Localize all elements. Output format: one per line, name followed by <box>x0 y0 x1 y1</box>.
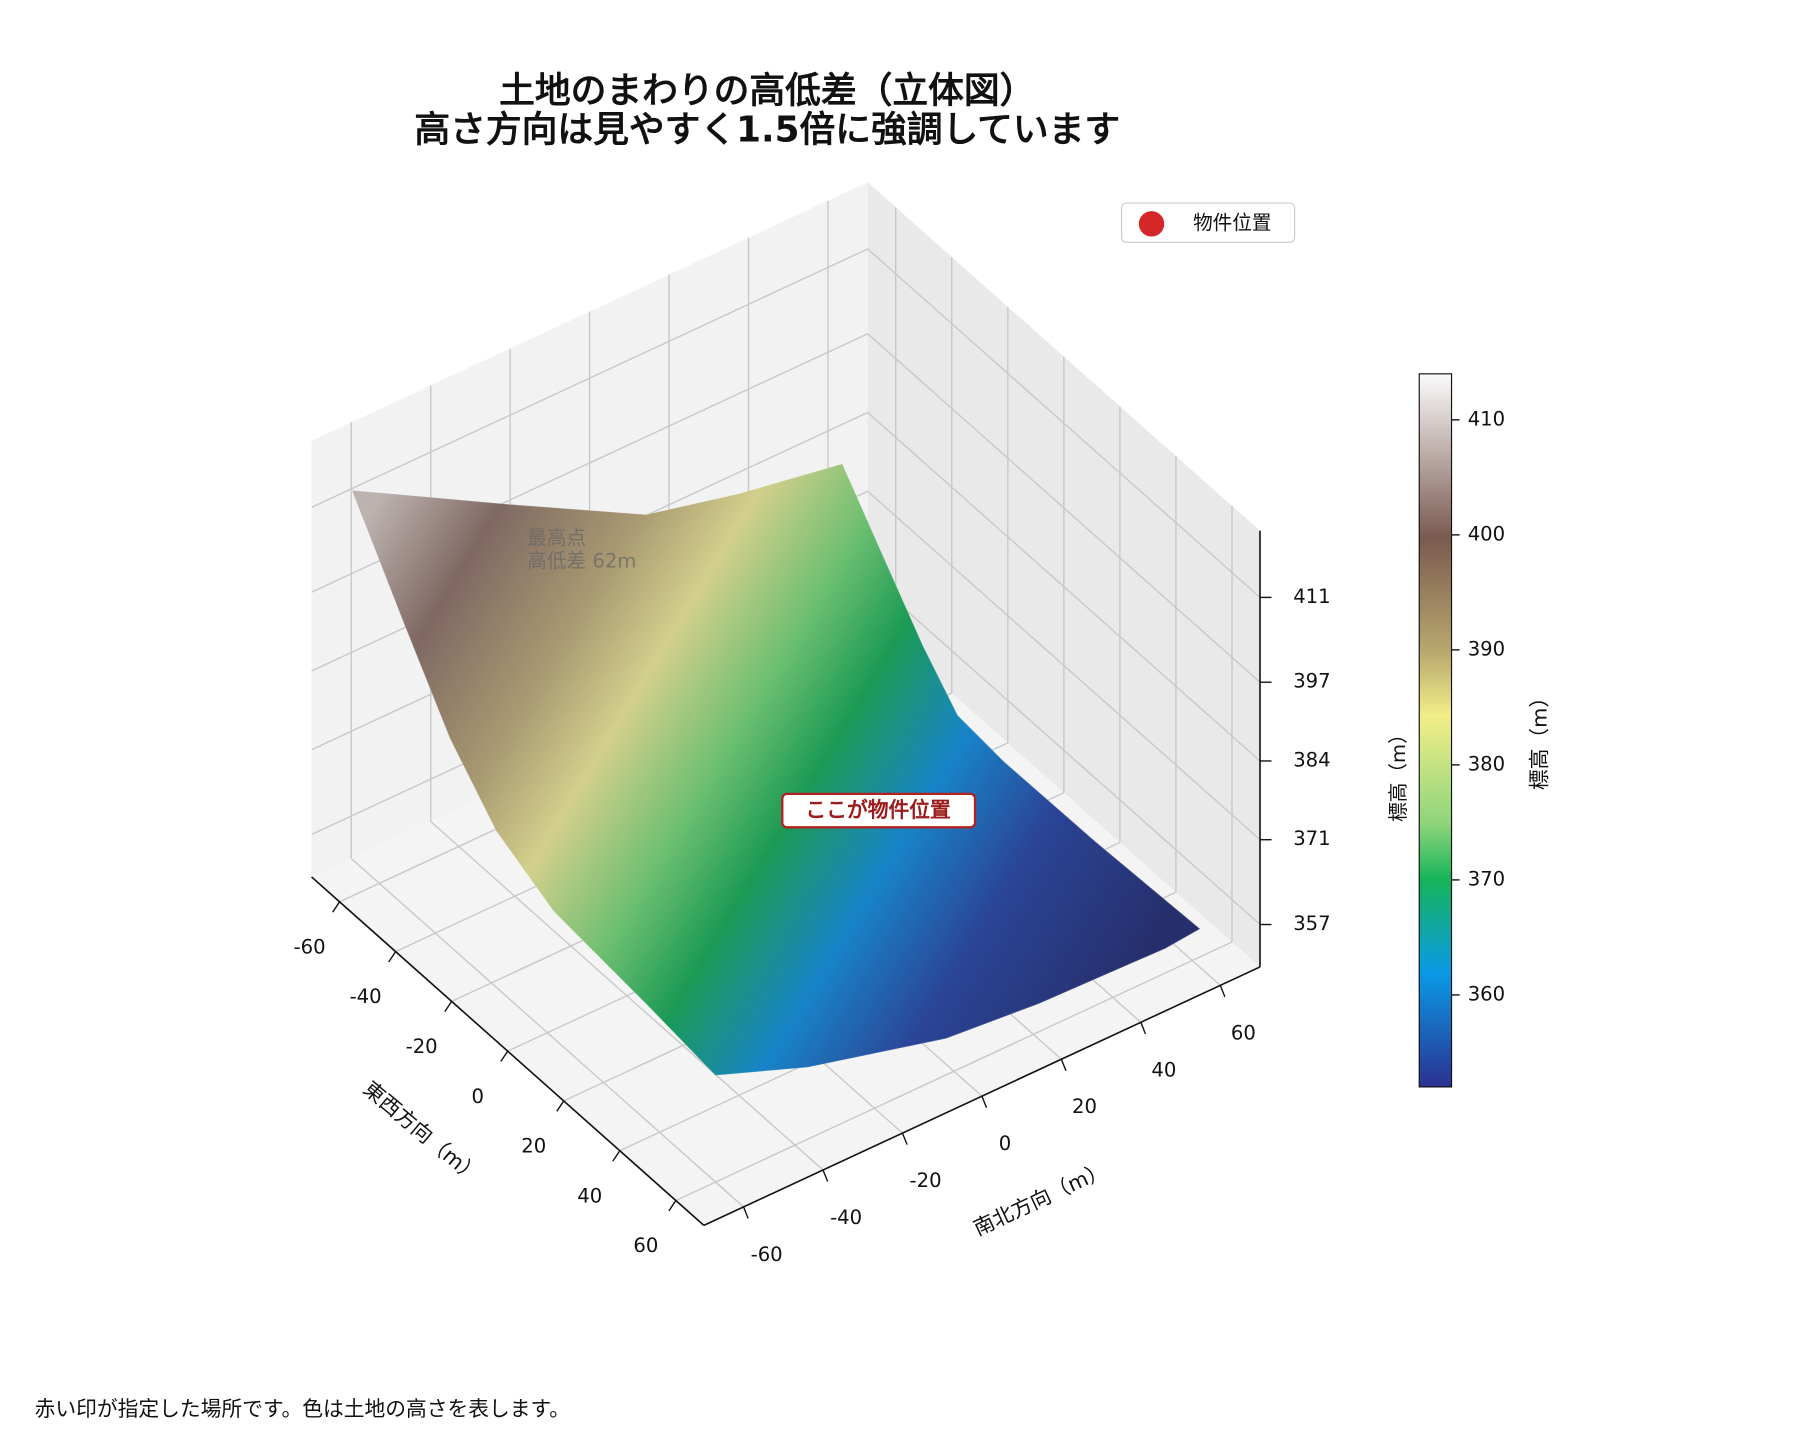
z-tick-label: 411 <box>1293 585 1330 608</box>
chart-title: 高さ方向は見やすく1.5倍に強調しています <box>414 110 1120 151</box>
x-axis-label: 東西方向（m） <box>359 1077 485 1188</box>
grid-line <box>867 490 1261 841</box>
x-tick-label: 40 <box>577 1184 602 1207</box>
x-tick-label: 60 <box>633 1234 658 1257</box>
x-tick <box>556 1100 565 1112</box>
x-tick-label: -20 <box>406 1035 438 1058</box>
colorbar-tick-label: 410 <box>1468 407 1505 430</box>
axis-line <box>703 966 1261 1227</box>
surface <box>351 463 1202 1076</box>
colorbar-tick-label: 400 <box>1468 522 1505 545</box>
x-tick-label: 20 <box>521 1135 546 1158</box>
x-tick <box>612 1150 621 1162</box>
y-tick-label: 40 <box>1151 1058 1176 1081</box>
colorbar-tick-label: 360 <box>1468 982 1505 1005</box>
z-tick-label: 371 <box>1293 827 1330 850</box>
y-axis-label: 南北方向（m） <box>970 1158 1111 1241</box>
grid-line <box>311 248 868 509</box>
y-tick <box>1140 1022 1147 1035</box>
chart-title: 土地のまわりの高低差（立体図） <box>499 70 1035 111</box>
axis-line <box>311 876 705 1226</box>
legend-box <box>1120 202 1296 243</box>
x-tick-label: -60 <box>294 935 326 958</box>
z-tick-label: 397 <box>1293 670 1330 693</box>
grid-line <box>867 575 1261 926</box>
y-tick <box>822 1169 829 1182</box>
annotation: ここが物件位置 <box>805 798 950 822</box>
y-tick-label: -40 <box>830 1206 862 1229</box>
y-tick <box>1219 985 1226 998</box>
z-tick-label: 384 <box>1293 748 1330 771</box>
footer: 赤い印が指定した場所です。色は土地の高さを表します。 <box>35 1397 570 1421</box>
grid-line <box>350 857 745 1208</box>
y-tick <box>742 1206 749 1219</box>
legend-label: 物件位置 <box>1193 211 1271 234</box>
z-tick-label: 357 <box>1293 912 1330 935</box>
x-tick-label: 0 <box>471 1085 483 1108</box>
annotation-faint: 最高点 <box>527 526 586 549</box>
x-tick <box>332 901 341 913</box>
y-tick-label: 60 <box>1231 1021 1256 1044</box>
annotation-faint: 高低差 62m <box>527 549 636 572</box>
y-tick-label: 20 <box>1072 1095 1097 1118</box>
colorbar-tick-label: 370 <box>1468 867 1505 890</box>
y-tick-label: -20 <box>910 1169 942 1192</box>
y-tick <box>1060 1058 1067 1072</box>
grid-line <box>867 248 1261 598</box>
x-tick-label: -40 <box>350 985 382 1008</box>
colorbar <box>1418 373 1453 1088</box>
y-tick <box>901 1132 908 1145</box>
colorbar-label: 標高（m） <box>1527 687 1551 790</box>
annotation-box <box>781 792 977 829</box>
grid-line <box>430 821 824 1171</box>
grid-line <box>867 333 1261 683</box>
legend-marker <box>1138 211 1165 237</box>
x-tick <box>668 1200 677 1212</box>
grid-line <box>867 411 1261 762</box>
y-tick-label: 0 <box>999 1132 1011 1155</box>
colorbar-tick-label: 390 <box>1468 637 1505 660</box>
y-tick <box>981 1095 988 1108</box>
colorbar-tick-label: 380 <box>1468 752 1505 775</box>
x-tick <box>500 1050 509 1062</box>
y-tick-label: -60 <box>751 1243 783 1266</box>
z-axis-label: 標高（m） <box>1387 724 1410 822</box>
x-tick <box>388 951 397 963</box>
x-tick <box>444 1000 453 1013</box>
